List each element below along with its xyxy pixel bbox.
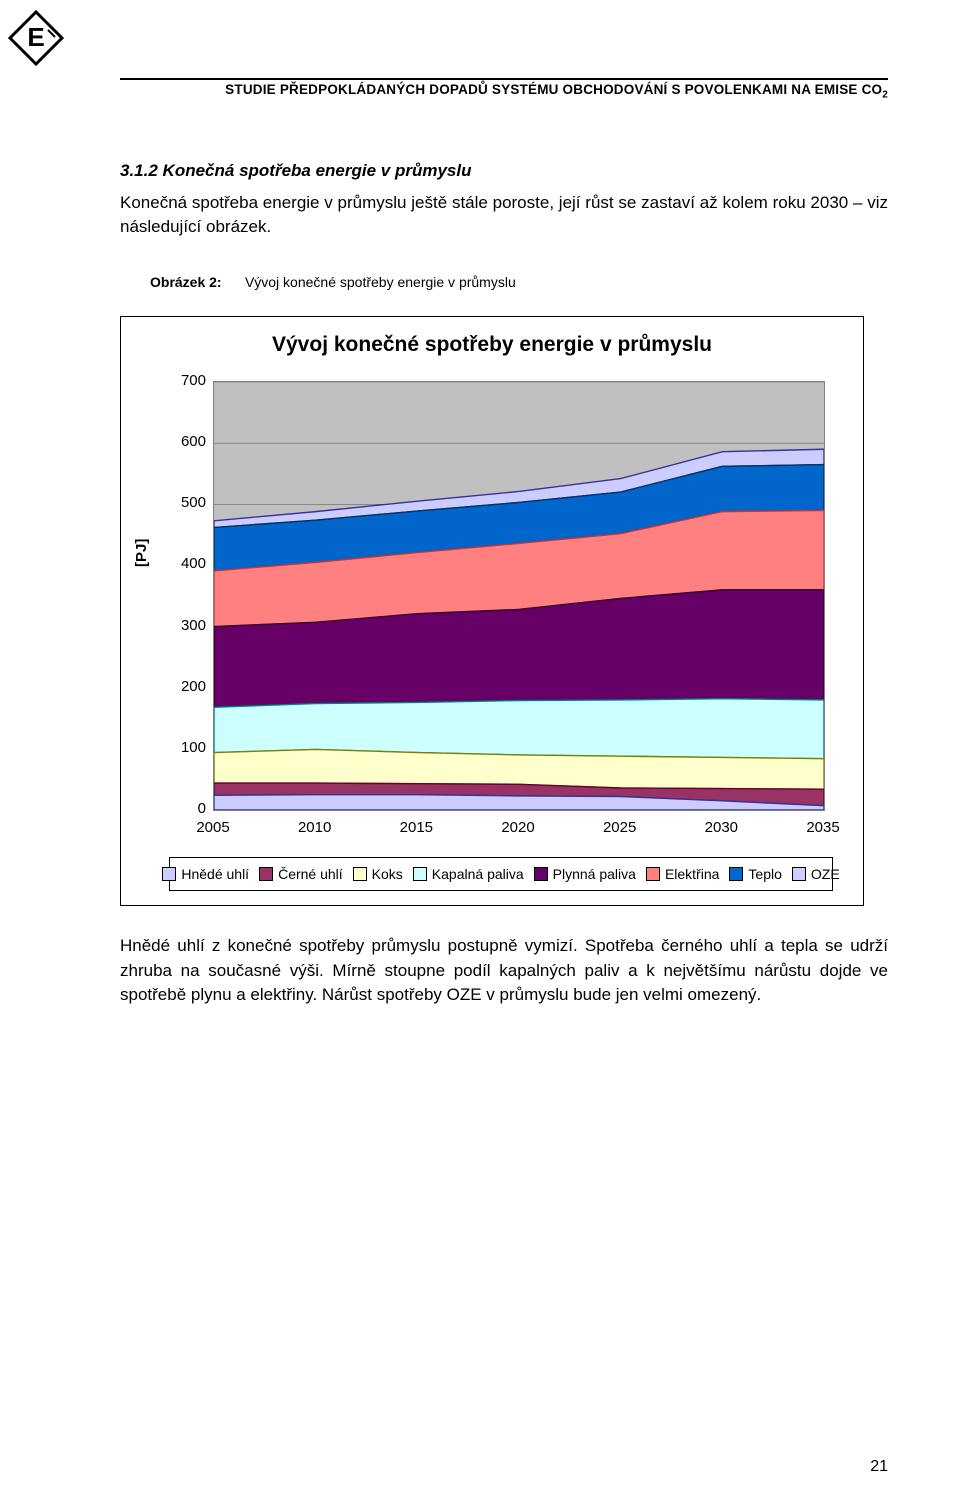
legend-swatch (534, 867, 548, 881)
y-tick-label: 700 (162, 372, 206, 389)
chart-title: Vývoj konečné spotřeby energie v průmysl… (121, 333, 863, 357)
running-title-sub: 2 (882, 90, 888, 101)
figure-caption-text: Vývoj konečné spotřeby energie v průmysl… (245, 274, 516, 290)
page: E STUDIE PŘEDPOKLÁDANÝCH DOPADŮ SYSTÉMU … (0, 0, 960, 1512)
section-number: 3.1.2 (120, 161, 158, 180)
x-tick-label: 2015 (391, 819, 441, 836)
y-tick-label: 600 (162, 433, 206, 450)
x-tick-label: 2005 (188, 819, 238, 836)
chart-svg (214, 382, 824, 810)
legend-item: Kapalná paliva (413, 866, 524, 882)
x-tick-label: 2010 (290, 819, 340, 836)
section-title: Konečná spotřeba energie v průmyslu (163, 161, 472, 180)
section-heading: 3.1.2 Konečná spotřeba energie v průmysl… (120, 161, 888, 181)
legend-label: Plynná paliva (553, 866, 636, 882)
legend-label: OZE (811, 866, 840, 882)
legend-label: Koks (372, 866, 403, 882)
legend-item: Elektřina (646, 866, 719, 882)
publisher-logo: E (8, 10, 64, 66)
legend-label: Kapalná paliva (432, 866, 524, 882)
conclusion-paragraph: Hnědé uhlí z konečné spotřeby průmyslu p… (120, 934, 888, 1008)
legend-swatch (353, 867, 367, 881)
y-tick-label: 0 (162, 800, 206, 817)
legend-label: Teplo (748, 866, 781, 882)
legend-label: Černé uhlí (278, 866, 343, 882)
x-tick-label: 2025 (595, 819, 645, 836)
y-tick-label: 200 (162, 678, 206, 695)
figure-label: Obrázek 2: (150, 274, 222, 290)
legend: Hnědé uhlí Černé uhlí Koks Kapalná paliva Pl… (169, 857, 833, 891)
y-tick-label: 100 (162, 739, 206, 756)
running-header: STUDIE PŘEDPOKLÁDANÝCH DOPADŮ SYSTÉMU OB… (120, 80, 888, 101)
plot-area (213, 381, 825, 811)
legend-swatch (259, 867, 273, 881)
legend-item: Černé uhlí (259, 866, 343, 882)
chart-container: Vývoj konečné spotřeby energie v průmysl… (120, 316, 864, 906)
figure-caption: Obrázek 2: Vývoj konečné spotřeby energi… (150, 274, 888, 290)
legend-swatch (646, 867, 660, 881)
legend-swatch (729, 867, 743, 881)
legend-item: Hnědé uhlí (162, 866, 249, 882)
legend-item: Teplo (729, 866, 781, 882)
header-rule (120, 78, 888, 80)
x-tick-label: 2020 (493, 819, 543, 836)
y-tick-label: 300 (162, 617, 206, 634)
logo-letter: E (27, 22, 44, 52)
y-tick-label: 400 (162, 555, 206, 572)
legend-item: Koks (353, 866, 403, 882)
page-number: 21 (870, 1458, 888, 1476)
legend-swatch (792, 867, 806, 881)
intro-paragraph: Konečná spotřeba energie v průmyslu ješt… (120, 191, 888, 240)
running-title: STUDIE PŘEDPOKLÁDANÝCH DOPADŮ SYSTÉMU OB… (225, 82, 882, 97)
legend-item: Plynná paliva (534, 866, 636, 882)
legend-swatch (162, 867, 176, 881)
x-tick-label: 2035 (798, 819, 848, 836)
y-tick-label: 500 (162, 494, 206, 511)
legend-item: OZE (792, 866, 840, 882)
legend-label: Hnědé uhlí (181, 866, 249, 882)
y-axis-label: [PJ] (133, 539, 150, 567)
legend-label: Elektřina (665, 866, 719, 882)
x-tick-label: 2030 (696, 819, 746, 836)
legend-swatch (413, 867, 427, 881)
